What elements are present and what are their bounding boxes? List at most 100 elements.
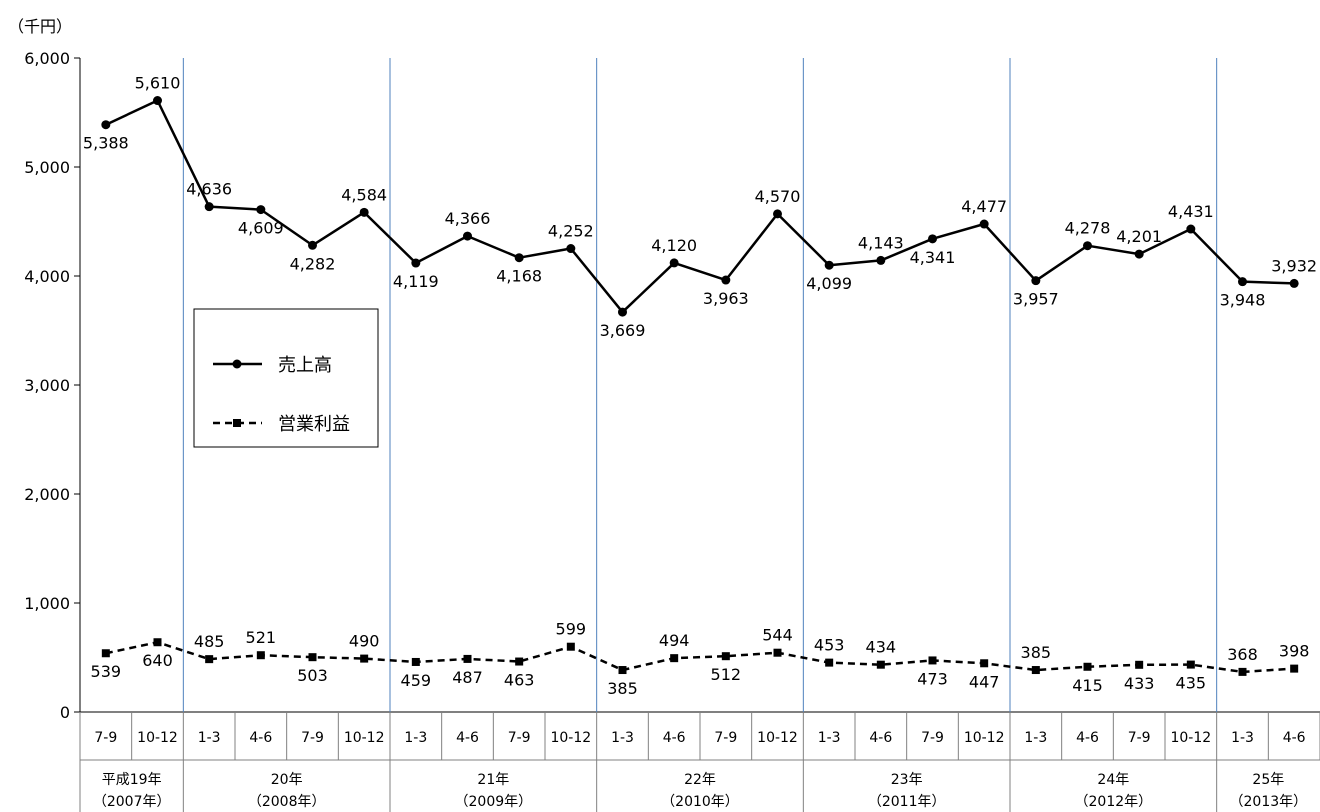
data-label: 433 [1124,674,1155,693]
data-point [928,234,937,244]
data-point [1186,660,1195,669]
quarter-label: 4-6 [1283,730,1306,746]
data-label: 4,252 [548,222,594,241]
year-label-western: （2013年） [1230,794,1308,810]
data-label: 4,609 [238,219,284,238]
data-label: 490 [349,632,380,651]
y-tick-label: 4,000 [24,267,70,286]
quarter-label: 7-9 [94,730,117,746]
data-label: 463 [504,671,535,690]
data-point [256,651,265,660]
data-point [411,258,421,268]
year-label-western: （2012年） [1075,794,1153,810]
data-label: 4,570 [755,187,801,206]
quarter-label: 7-9 [301,730,324,746]
data-label: 3,948 [1220,291,1266,310]
data-point [721,275,731,285]
data-point [721,652,730,661]
data-point [1031,276,1041,286]
data-label: 5,610 [135,74,181,93]
data-point [1289,278,1299,288]
y-tick-label: 6,000 [24,49,70,68]
y-axis: 0 1,000 2,000 3,000 4,000 5,000 6,000 [24,49,1320,722]
data-label: 503 [297,666,328,685]
series-line-operating-profit [105,640,1295,674]
year-label-western: （2008年） [248,794,326,810]
data-label: 4,201 [1116,227,1162,246]
quarter-label: 10-12 [550,730,591,746]
y-tick-label: 5,000 [24,158,70,177]
data-point [360,654,369,663]
data-label: 3,957 [1013,290,1059,309]
data-point [101,120,111,130]
data-point [308,240,317,250]
data-label: 4,282 [290,254,336,273]
data-label: 473 [917,669,948,688]
data-label: 398 [1279,642,1310,661]
data-label: 521 [246,628,277,647]
quarter-label: 4-6 [1076,730,1099,746]
data-label: 4,099 [806,274,852,293]
data-label: 3,963 [703,289,749,308]
year-label: 20年 [271,772,303,788]
data-point [618,307,627,317]
quarter-label: 1-3 [198,730,221,746]
year-label: 平成19年 [102,772,162,788]
data-label: 4,278 [1065,219,1111,238]
data-point [411,657,420,666]
year-label-western: （2011年） [868,794,946,810]
quarter-label: 10-12 [757,730,798,746]
data-label: 385 [607,679,638,698]
data-point [1134,249,1144,259]
data-label: 3,669 [600,321,646,340]
data-point [1290,664,1299,673]
legend-marker-profit [233,419,241,427]
data-point [566,642,575,651]
unit-label: （千円） [8,17,72,36]
data-point [1186,224,1196,234]
data-point [876,255,886,265]
legend-label-sales: 売上高 [278,355,332,376]
quarter-label: 4-6 [249,730,272,746]
data-point [359,207,369,217]
quarter-label: 1-3 [1231,730,1254,746]
quarter-label: 7-9 [921,730,944,746]
legend: 売上高 営業利益 [193,308,379,448]
data-point [618,666,627,675]
data-label: 3,932 [1271,256,1317,275]
data-label: 435 [1176,674,1207,693]
data-label: 4,366 [445,209,491,228]
data-point [670,654,679,663]
data-point [928,656,937,665]
data-label: 544 [762,626,793,645]
data-point [463,654,472,663]
data-point [514,253,524,263]
data-point [825,658,834,667]
year-label: 24年 [1097,772,1129,788]
data-point [773,209,782,219]
x-axis-categories: 7-9 10-12 1-3 4-6 7-9 10-12 1-3 4-6 7-9 10-12 1-3 4… [79,712,1320,812]
year-label-western: （2007年） [93,794,171,810]
y-tick-label: 2,000 [24,485,70,504]
quarter-label: 7-9 [1128,730,1151,746]
data-point [1083,662,1092,671]
data-point [153,96,162,106]
data-point [773,648,782,657]
legend-marker-sales [232,359,242,369]
data-label: 4,431 [1168,202,1214,221]
data-point [153,638,162,647]
data-point [205,655,214,664]
data-label: 485 [194,632,225,651]
year-label: 25年 [1252,772,1284,788]
quarter-label: 10-12 [344,730,385,746]
data-label: 368 [1227,645,1258,664]
quarter-label: 10-12 [1170,730,1211,746]
series-lines [101,96,1299,676]
data-point [979,219,989,229]
year-label: 22年 [684,772,716,788]
year-label: 21年 [477,772,509,788]
data-label: 447 [969,672,1000,691]
data-point [1238,667,1247,676]
data-point [876,660,885,669]
data-label: 4,120 [651,236,697,255]
